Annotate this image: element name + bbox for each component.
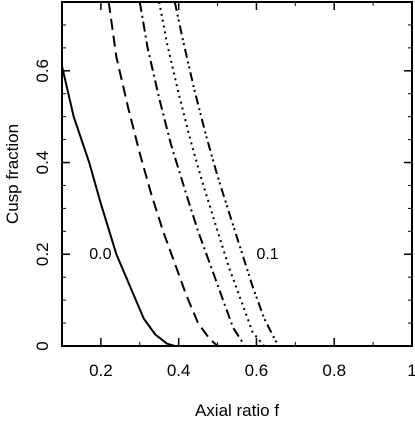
x-tick-label: 1 xyxy=(407,361,415,380)
annotation-2: 0.1 xyxy=(256,246,278,263)
x-tick-label: 0.8 xyxy=(322,361,346,380)
series-line-1 xyxy=(61,65,176,347)
x-axis-title: Axial ratio f xyxy=(195,401,279,420)
x-tick-label: 0.4 xyxy=(167,361,191,380)
ticks xyxy=(61,2,413,347)
y-tick-label: 0 xyxy=(33,341,52,350)
series-line-2 xyxy=(107,1,219,347)
y-axis-title: Cusp fraction xyxy=(3,124,22,224)
labels: 0.2 0.4 0.6 0.8 1 0 0.2 0.4 0.6 0.0 0.1 xyxy=(33,59,415,380)
x-tick-label: 0.2 xyxy=(89,361,113,380)
series-line-5 xyxy=(173,1,281,347)
x-tick-label: 0.6 xyxy=(245,361,269,380)
series-layer xyxy=(61,1,281,347)
y-tick-label: 0.4 xyxy=(33,151,52,175)
annotation-1: 0.0 xyxy=(89,246,111,263)
y-tick-label: 0.2 xyxy=(33,242,52,266)
plot-frame xyxy=(61,1,413,347)
y-tick-label: 0.6 xyxy=(33,59,52,83)
series-line-4 xyxy=(158,1,265,347)
series-line-3 xyxy=(138,1,246,347)
